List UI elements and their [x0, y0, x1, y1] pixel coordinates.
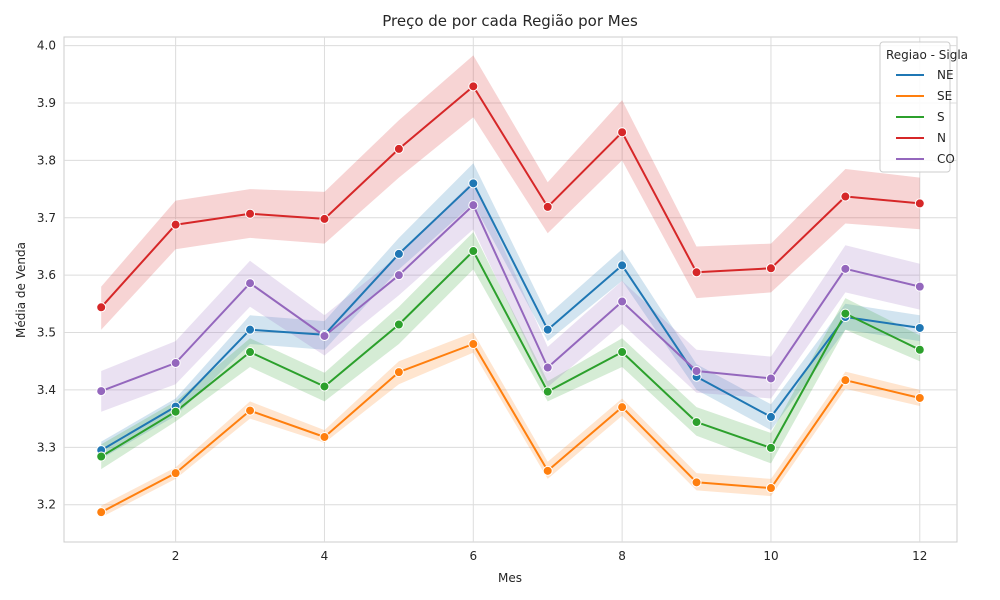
point-n [914, 198, 925, 209]
grid-lines [64, 37, 957, 542]
y-tick-label: 3.7 [37, 211, 56, 225]
point-n [691, 267, 702, 278]
y-tick-label: 3.3 [37, 440, 56, 454]
point-n [393, 143, 404, 154]
y-axis-label: Média de Venda [14, 242, 28, 338]
y-tick-label: 3.8 [37, 153, 56, 167]
point-se [96, 507, 107, 518]
legend-label-n: N [937, 131, 946, 145]
point-se [393, 367, 404, 378]
point-s [96, 451, 107, 462]
point-s [393, 319, 404, 330]
series-line-ne [100, 182, 920, 452]
point-se [170, 468, 181, 479]
x-tick-label: 4 [321, 549, 329, 563]
point-ne [914, 322, 925, 333]
point-s [840, 308, 851, 319]
y-tick-label: 4.0 [37, 39, 56, 53]
point-n [765, 263, 776, 274]
point-n [468, 81, 479, 92]
legend-label-co: CO [937, 152, 955, 166]
point-co [691, 365, 702, 376]
point-n [840, 191, 851, 202]
point-se [691, 477, 702, 488]
series-line-se [100, 343, 921, 514]
chart-title: Preço de por cada Região por Mes [382, 12, 638, 30]
legend: Regiao - Sigla NE SE SN CO [879, 41, 968, 173]
point-s [765, 442, 776, 453]
point-se [542, 465, 553, 476]
plot-background [63, 36, 958, 543]
y-tick-label: 3.2 [37, 498, 56, 512]
legend-title: Regiao - Sigla [886, 48, 968, 62]
point-co [765, 373, 776, 384]
x-tick-label: 8 [618, 549, 626, 563]
point-se [245, 405, 256, 416]
point-co [840, 263, 851, 274]
y-tick-label: 3.9 [37, 96, 56, 110]
x-axis-label: Mes [498, 571, 522, 585]
point-s [691, 417, 702, 428]
point-co [245, 278, 256, 289]
x-tick-labels: 2 4 6 8 10 12 [172, 549, 928, 563]
point-s [617, 347, 628, 358]
y-tick-label: 3.5 [37, 326, 56, 340]
point-se [617, 402, 628, 413]
band-ne [101, 163, 920, 459]
legend-label-s: S [937, 110, 945, 124]
point-ne [468, 178, 479, 189]
point-co [170, 357, 181, 368]
x-tick-label: 6 [469, 549, 477, 563]
point-co [96, 386, 107, 397]
point-ne [765, 411, 776, 422]
point-n [245, 208, 256, 219]
point-co [617, 296, 628, 307]
series-lines [100, 85, 921, 514]
point-co [914, 281, 925, 292]
point-s [542, 386, 553, 397]
y-tick-label: 3.4 [37, 383, 56, 397]
x-tick-label: 12 [912, 549, 927, 563]
point-s [245, 347, 256, 358]
point-s [319, 381, 330, 392]
point-co [468, 200, 479, 211]
x-tick-label: 10 [763, 549, 778, 563]
point-se [765, 483, 776, 494]
series-line-n [100, 85, 920, 308]
legend-items: NE SE SN CO [896, 68, 955, 166]
point-se [319, 431, 330, 442]
band-n [101, 55, 920, 330]
y-tick-labels: 3.2 3.3 3.4 3.5 3.6 3.7 3.8 3.9 4.0 [37, 39, 56, 512]
series-line-s [100, 250, 921, 458]
legend-label-ne: NE [937, 68, 954, 82]
point-ne [617, 260, 628, 271]
series-markers [96, 81, 925, 518]
point-n [617, 127, 628, 138]
point-s [170, 406, 181, 417]
point-co [319, 330, 330, 341]
point-n [96, 302, 107, 313]
confidence-bands [101, 55, 920, 518]
point-co [393, 270, 404, 281]
x-tick-label: 2 [172, 549, 180, 563]
point-se [914, 392, 925, 403]
point-se [468, 339, 479, 350]
point-s [468, 246, 479, 257]
point-ne [542, 324, 553, 335]
point-co [542, 362, 553, 373]
point-n [170, 219, 181, 230]
point-se [840, 375, 851, 386]
y-tick-label: 3.6 [37, 268, 56, 282]
point-ne [245, 324, 256, 335]
point-s [914, 344, 925, 355]
point-ne [393, 248, 404, 259]
band-co [101, 180, 920, 412]
legend-label-se: SE [937, 89, 952, 103]
series-line-co [100, 204, 921, 393]
point-n [542, 201, 553, 212]
band-s [101, 232, 920, 470]
point-n [319, 213, 330, 224]
